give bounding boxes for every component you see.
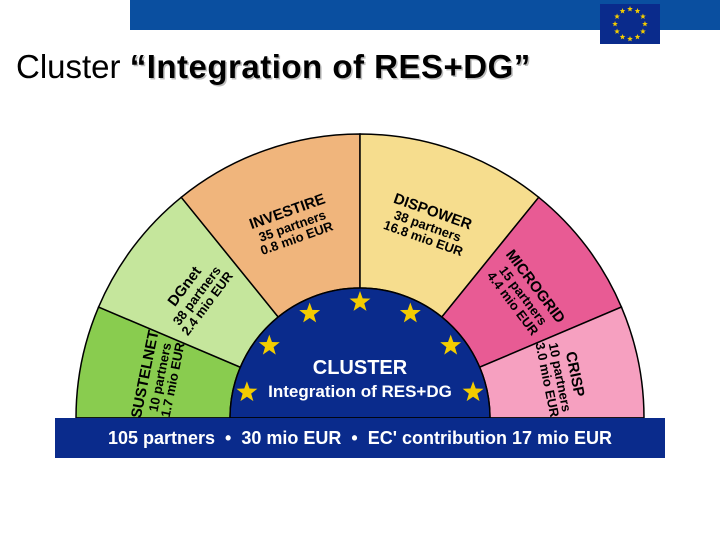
chart-center-label: CLUSTER Integration of RES+DG [268, 356, 452, 403]
center-label-line1: CLUSTER [313, 357, 407, 379]
title-main: “Integration of RES+DG” [130, 48, 531, 85]
footer-summary: 105 partners • 30 mio EUR • EC' contribu… [55, 418, 665, 458]
bullet-icon: • [225, 428, 231, 449]
center-label-line2: Integration of RES+DG [268, 382, 452, 401]
title-prefix: Cluster [16, 48, 130, 85]
cluster-chart: CLUSTER Integration of RES+DG SUSTELNET1… [55, 130, 665, 420]
page-title: Cluster “Integration of RES+DG” [16, 48, 710, 86]
footer-part-3: EC' contribution 17 mio EUR [368, 428, 612, 449]
eu-flag-icon [600, 4, 660, 44]
footer-part-2: 30 mio EUR [241, 428, 341, 449]
bullet-icon: • [351, 428, 357, 449]
footer-part-1: 105 partners [108, 428, 215, 449]
